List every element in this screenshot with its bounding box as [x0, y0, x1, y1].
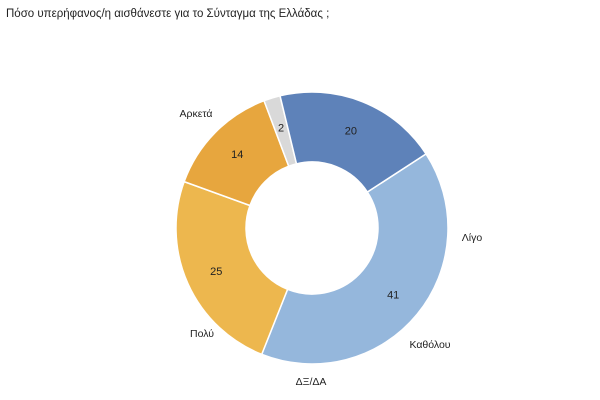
- donut-slice: [279, 91, 428, 194]
- slice-value-label: 2: [278, 123, 284, 135]
- donut-slice: [260, 152, 449, 365]
- slice-category-label: Λίγο: [462, 232, 483, 244]
- slice-value-label: 25: [210, 266, 222, 278]
- slice-category-label: Πολύ: [190, 328, 214, 340]
- slice-value-label: 14: [231, 149, 243, 161]
- slice-category-label: Καθόλου: [409, 339, 450, 351]
- slice-value-label: 41: [387, 290, 399, 302]
- slice-value-label: 20: [345, 125, 357, 137]
- donut-slice: [175, 180, 289, 356]
- chart-title: Πόσο υπερήφανος/η αισθάνεστε για το Σύντ…: [6, 8, 330, 20]
- slice-category-label: ΔΞ/ΔΑ: [296, 376, 327, 388]
- slice-category-label: Αρκετά: [180, 108, 213, 120]
